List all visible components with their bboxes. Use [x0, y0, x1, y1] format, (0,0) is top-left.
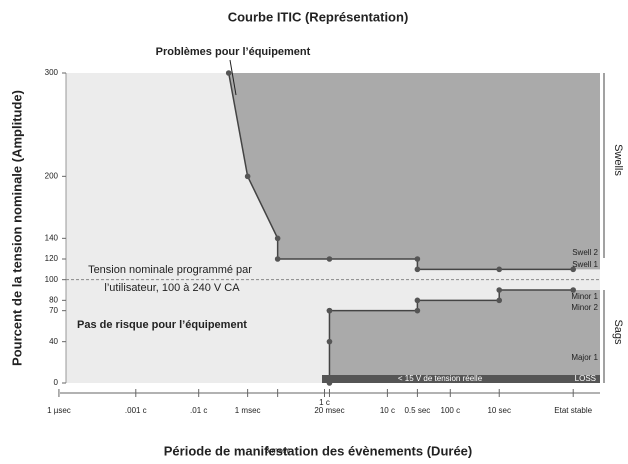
x-tick-label: 10 c	[380, 406, 395, 415]
x-tick-label: 100 c	[441, 406, 461, 415]
x-tick-label: 10 sec	[487, 406, 511, 415]
point	[274, 235, 281, 242]
y-tick-label: 200	[45, 171, 59, 180]
y-tick-label: 40	[49, 337, 58, 346]
region	[329, 290, 600, 383]
y-tick-label: 0	[54, 378, 59, 387]
point	[414, 307, 421, 314]
region-label: Minor 1	[571, 292, 598, 301]
x-tick-label: .01 c	[190, 406, 207, 415]
region-label: Swell 2	[572, 248, 598, 257]
y-tick-label: 70	[49, 306, 58, 315]
point	[570, 266, 577, 273]
point	[496, 287, 503, 293]
region-label: Swells	[612, 144, 624, 176]
point	[326, 338, 333, 345]
marks	[60, 70, 600, 394]
annotation: Tension nominale programmé par	[88, 264, 252, 276]
x-tick-label: 1 c	[319, 398, 330, 407]
point	[326, 307, 333, 314]
annotation: l’utilisateur, 100 à 240 V CA	[104, 282, 240, 294]
point	[496, 266, 503, 273]
pointer	[229, 59, 237, 96]
x-tick-label: Etat stable	[554, 406, 592, 415]
y-tick-label: 120	[45, 254, 59, 263]
region-label: LOSS	[575, 374, 596, 383]
point	[414, 297, 421, 304]
x-tick-label: 3 msec	[265, 446, 291, 455]
x-tick-label: 0.5 sec	[404, 406, 430, 415]
point	[496, 297, 503, 304]
y-tick-label: 140	[45, 233, 59, 242]
x-tick-label: 1 µsec	[47, 406, 71, 415]
annotation: Problèmes pour l’équipement	[156, 46, 311, 58]
region	[228, 73, 600, 270]
point	[274, 256, 281, 262]
annotation: Pas de risque pour l’équipement	[77, 319, 247, 331]
x-tick-label: 1 msec	[235, 406, 261, 415]
point	[414, 266, 421, 273]
y-tick-label: 80	[49, 295, 58, 304]
y-tick-label: 300	[45, 68, 59, 77]
point	[225, 70, 232, 76]
y-axis-label: Pourcent de la tension nominale (Amplitu…	[9, 90, 24, 366]
x-tick-label: .001 c	[125, 406, 147, 415]
region-label: Swell 1	[572, 260, 598, 269]
chart-title: Courbe ITIC (Représentation)	[228, 9, 409, 24]
region-label: Minor 2	[571, 303, 598, 312]
y-tick-label: 100	[45, 275, 59, 284]
point	[326, 256, 333, 262]
x-tick-label: 20 msec	[314, 406, 344, 415]
point	[244, 173, 251, 180]
region-label: Major 1	[571, 353, 598, 362]
region-label: Sags	[612, 319, 624, 345]
point	[570, 287, 577, 293]
region-label: < 15 V de tension réelle	[398, 374, 483, 383]
loss-band	[322, 375, 600, 383]
x-axis-label: Période de manifestation des évènements …	[164, 443, 472, 458]
point	[414, 256, 421, 262]
